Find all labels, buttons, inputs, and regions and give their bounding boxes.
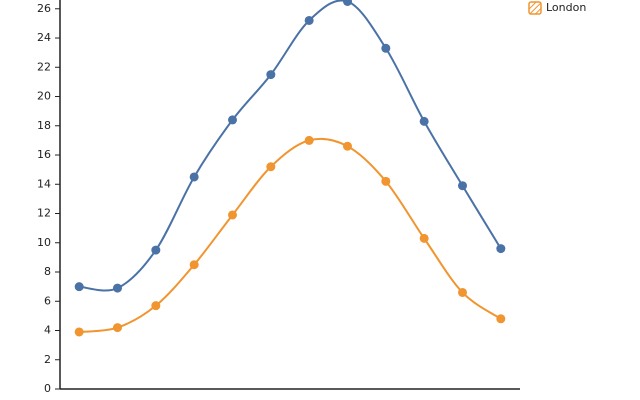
point-marker [74, 327, 84, 337]
point-marker [228, 210, 237, 220]
point-marker [266, 70, 276, 80]
point-marker [74, 282, 84, 292]
y-tick-label: 26 [37, 2, 51, 15]
point-marker [113, 283, 122, 293]
point-marker [266, 162, 276, 172]
y-tick-label: 10 [37, 236, 51, 249]
y-tick-label: 16 [37, 148, 51, 161]
point-marker [151, 245, 161, 255]
y-tick-label: 0 [44, 382, 51, 395]
point-marker [419, 233, 429, 243]
legend-label: London [546, 1, 586, 14]
series-line [79, 137, 502, 333]
point-marker [189, 260, 199, 270]
y-tick-label: 24 [37, 31, 51, 44]
point-marker [496, 244, 506, 254]
point-marker [189, 172, 199, 182]
y-tick-label: 22 [37, 60, 51, 73]
y-tick-label: 18 [37, 119, 51, 132]
point-marker [381, 176, 391, 186]
point-marker [496, 314, 506, 324]
y-tick-label: 4 [44, 324, 51, 337]
point-marker [343, 141, 352, 151]
point-marker [304, 135, 314, 145]
point-marker [381, 43, 391, 53]
point-marker [458, 181, 467, 191]
y-tick-label: 6 [44, 294, 51, 307]
point-marker [113, 323, 122, 333]
y-tick-label: 20 [37, 90, 51, 103]
y-tick-label: 2 [44, 353, 51, 366]
y-tick-label: 14 [37, 177, 51, 190]
point-marker [228, 115, 237, 125]
point-marker [304, 15, 314, 25]
point-marker [151, 301, 161, 311]
point-marker [458, 287, 467, 297]
y-tick-label: 12 [37, 207, 51, 220]
point-marker [343, 0, 352, 6]
series-line [79, 0, 502, 292]
y-tick-label: 8 [44, 265, 51, 278]
legend-swatch [528, 1, 542, 15]
point-marker [419, 116, 429, 126]
